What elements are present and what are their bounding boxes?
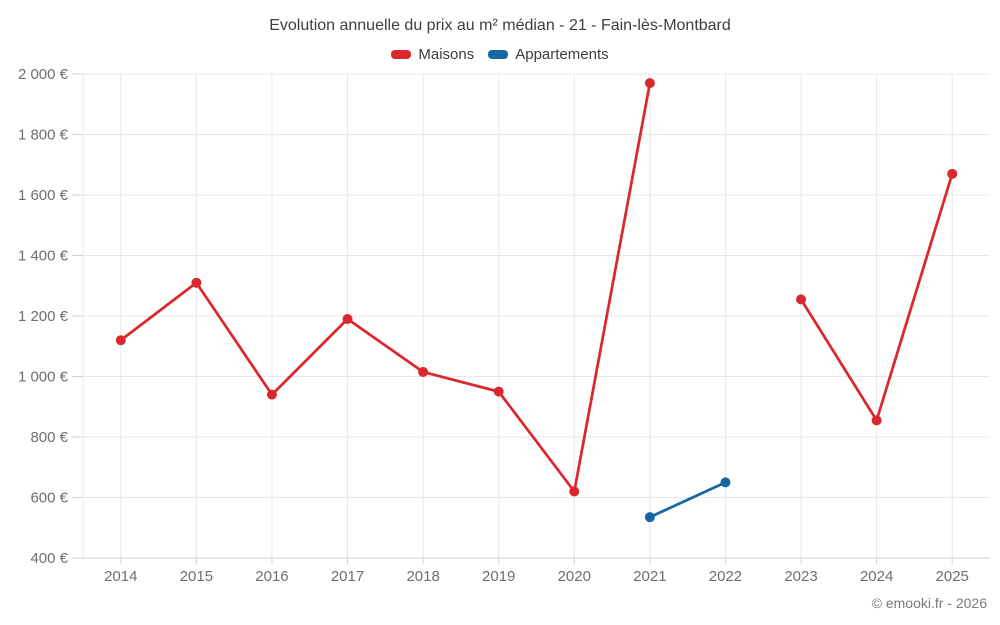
x-tick-label: 2023 (784, 568, 817, 585)
y-tick-label: 600 € (30, 490, 68, 507)
maisons-point-2025[interactable] (947, 168, 958, 179)
maisons-point-2015[interactable] (191, 277, 202, 288)
y-tick-label: 1 400 € (18, 248, 69, 265)
x-tick-label: 2024 (860, 568, 893, 585)
y-tick-label: 2 000 € (18, 66, 69, 83)
legend-item-maisons[interactable]: Maisons (391, 46, 474, 63)
x-tick-label: 2018 (406, 568, 439, 585)
y-tick-label: 1 200 € (18, 308, 69, 325)
maisons-line (119, 81, 652, 493)
maisons-point-2024[interactable] (871, 415, 882, 426)
x-tick-label: 2015 (180, 568, 213, 585)
legend-item-appartements[interactable]: Appartements (488, 46, 609, 63)
x-tick-label: 2025 (936, 568, 969, 585)
legend-label: Appartements (515, 46, 609, 63)
appartements-line (648, 481, 727, 519)
maisons-point-2014[interactable] (115, 335, 126, 346)
maisons-point-2023[interactable] (796, 294, 807, 305)
y-tick-label: 1 600 € (18, 187, 69, 204)
appartements-point-2022[interactable] (720, 477, 731, 488)
legend: Maisons Appartements (0, 46, 1000, 63)
maisons-point-2017[interactable] (342, 314, 353, 325)
maisons-point-2021[interactable] (644, 78, 655, 89)
x-tick-label: 2017 (331, 568, 364, 585)
y-tick-label: 1 000 € (18, 369, 69, 386)
y-tick-label: 400 € (30, 550, 68, 567)
y-tick-label: 1 800 € (18, 127, 69, 144)
x-tick-label: 2014 (104, 568, 137, 585)
copyright-footer: © emooki.fr - 2026 (871, 595, 987, 611)
legend-label: Maisons (418, 46, 475, 63)
x-tick-label: 2016 (255, 568, 288, 585)
y-tick-label: 800 € (30, 429, 68, 446)
legend-swatch-icon (391, 50, 412, 59)
x-tick-label: 2021 (633, 568, 666, 585)
x-tick-label: 2019 (482, 568, 515, 585)
maisons-point-2018[interactable] (418, 366, 429, 377)
maisons-point-2016[interactable] (266, 389, 277, 400)
x-tick-label: 2022 (709, 568, 742, 585)
x-tick-label: 2020 (558, 568, 591, 585)
maisons-point-2020[interactable] (569, 486, 580, 497)
maisons-point-2019[interactable] (493, 386, 504, 397)
appartements-point-2021[interactable] (644, 512, 655, 523)
legend-swatch-icon (488, 50, 509, 59)
chart-title: Evolution annuelle du prix au m² médian … (269, 17, 731, 34)
